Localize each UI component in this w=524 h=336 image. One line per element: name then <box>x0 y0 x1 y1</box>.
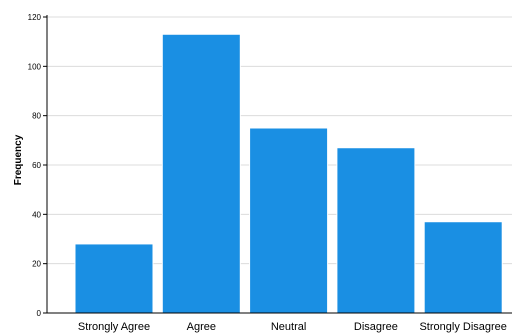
x-tick-label-neutral: Neutral <box>271 321 306 333</box>
y-axis-ticks: 0 20 40 60 80 100 120 <box>28 13 47 318</box>
bar-neutral <box>249 127 329 314</box>
y-tick-label-60: 60 <box>32 161 41 170</box>
y-tick-label-0: 0 <box>37 309 42 318</box>
y-tick-label-120: 120 <box>28 13 42 22</box>
x-tick-label-strongly-disagree: Strongly Disagree <box>419 321 506 333</box>
y-tick-label-100: 100 <box>28 62 42 71</box>
x-axis-ticks: Strongly Agree Agree Neutral Disagree Strong… <box>78 321 507 333</box>
y-tick-label-20: 20 <box>32 260 41 269</box>
bar-disagree <box>336 147 416 314</box>
x-tick-label-disagree: Disagree <box>354 321 398 333</box>
x-tick-label-strongly-agree: Strongly Agree <box>78 321 150 333</box>
bars <box>74 33 503 314</box>
x-tick-label-agree: Agree <box>187 321 216 333</box>
y-tick-label-40: 40 <box>32 210 41 219</box>
y-axis-label: Frequency <box>13 134 24 185</box>
bar-agree <box>161 33 241 314</box>
y-tick-label-80: 80 <box>32 112 41 121</box>
bar-strongly-agree <box>74 243 154 314</box>
bar-strongly-disagree <box>423 221 503 314</box>
